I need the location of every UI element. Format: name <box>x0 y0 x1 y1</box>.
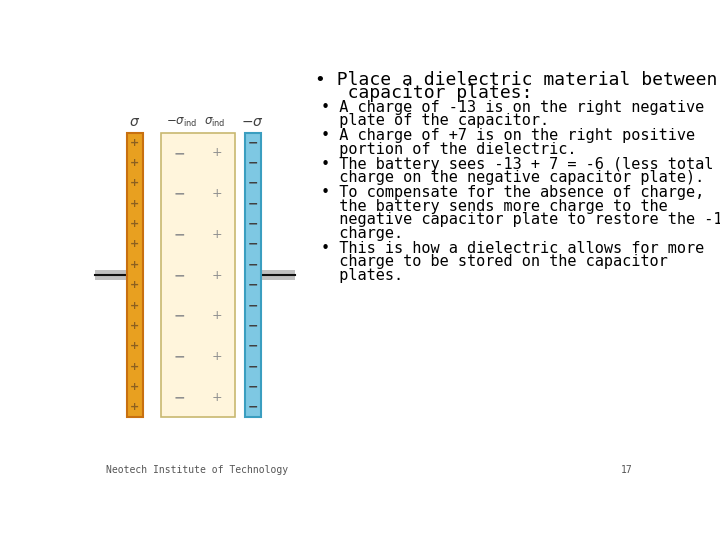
Text: $\sigma$: $\sigma$ <box>130 116 140 130</box>
Text: +: + <box>130 138 140 148</box>
Text: −: − <box>248 401 258 414</box>
Text: +: + <box>130 178 140 188</box>
Text: charge to be stored on the capacitor: charge to be stored on the capacitor <box>321 254 667 269</box>
Text: charge.: charge. <box>321 226 403 241</box>
Text: +: + <box>211 187 222 200</box>
Text: +: + <box>130 260 140 270</box>
Text: +: + <box>130 341 140 351</box>
Text: plate of the capacitor.: plate of the capacitor. <box>321 113 549 129</box>
Text: −: − <box>174 187 186 201</box>
Text: plates.: plates. <box>321 268 403 283</box>
Text: +: + <box>211 268 222 281</box>
Text: Neotech Institute of Technology: Neotech Institute of Technology <box>106 465 287 475</box>
FancyBboxPatch shape <box>261 271 295 280</box>
Text: +: + <box>130 321 140 331</box>
FancyBboxPatch shape <box>245 132 261 417</box>
Text: • A charge of +7 is on the right positive: • A charge of +7 is on the right positiv… <box>321 129 695 144</box>
Text: −: − <box>248 299 258 312</box>
Text: +: + <box>211 390 222 403</box>
Text: −: − <box>248 340 258 353</box>
Text: −: − <box>248 177 258 190</box>
Text: +: + <box>130 301 140 310</box>
Text: +: + <box>211 350 222 363</box>
Text: +: + <box>130 199 140 209</box>
Text: +: + <box>130 382 140 392</box>
Text: • This is how a dielectric allows for more: • This is how a dielectric allows for mo… <box>321 241 704 256</box>
Text: $\sigma_{\rm ind}$: $\sigma_{\rm ind}$ <box>204 117 225 130</box>
Text: $-\sigma$: $-\sigma$ <box>241 116 264 130</box>
Text: • To compensate for the absence of charge,: • To compensate for the absence of charg… <box>321 185 704 200</box>
Text: −: − <box>174 349 186 363</box>
Text: −: − <box>248 238 258 251</box>
Text: −: − <box>174 268 186 282</box>
Text: +: + <box>130 402 140 412</box>
Text: +: + <box>130 280 140 290</box>
Text: +: + <box>130 239 140 249</box>
Text: −: − <box>248 157 258 170</box>
Text: −: − <box>248 279 258 292</box>
Text: +: + <box>130 158 140 168</box>
Text: +: + <box>130 219 140 229</box>
Text: capacitor plates:: capacitor plates: <box>315 84 532 102</box>
Text: • The battery sees -13 + 7 = -6 (less total: • The battery sees -13 + 7 = -6 (less to… <box>321 157 714 172</box>
FancyBboxPatch shape <box>127 132 143 417</box>
Text: charge on the negative capacitor plate).: charge on the negative capacitor plate). <box>321 171 704 185</box>
Text: • A charge of -13 is on the right negative: • A charge of -13 is on the right negati… <box>321 100 704 115</box>
Text: portion of the dielectric.: portion of the dielectric. <box>321 142 577 157</box>
Text: • Place a dielectric material between: • Place a dielectric material between <box>315 71 717 89</box>
Text: −: − <box>174 309 186 323</box>
Text: −: − <box>248 197 258 210</box>
Text: +: + <box>211 146 222 159</box>
Text: −: − <box>248 258 258 271</box>
Text: −: − <box>248 381 258 394</box>
Text: +: + <box>130 362 140 372</box>
Text: −: − <box>248 319 258 333</box>
Text: +: + <box>211 309 222 322</box>
Text: −: − <box>248 136 258 149</box>
Text: −: − <box>248 360 258 373</box>
Text: −: − <box>174 146 186 160</box>
Text: $-\sigma_{\rm ind}$: $-\sigma_{\rm ind}$ <box>166 117 197 130</box>
FancyBboxPatch shape <box>94 271 127 280</box>
Text: the battery sends more charge to the: the battery sends more charge to the <box>321 199 667 214</box>
Text: negative capacitor plate to restore the -13: negative capacitor plate to restore the … <box>321 212 720 227</box>
Text: −: − <box>174 390 186 404</box>
Text: −: − <box>174 227 186 241</box>
Text: +: + <box>211 228 222 241</box>
FancyBboxPatch shape <box>161 132 235 417</box>
Text: 17: 17 <box>621 465 632 475</box>
Text: −: − <box>248 218 258 231</box>
